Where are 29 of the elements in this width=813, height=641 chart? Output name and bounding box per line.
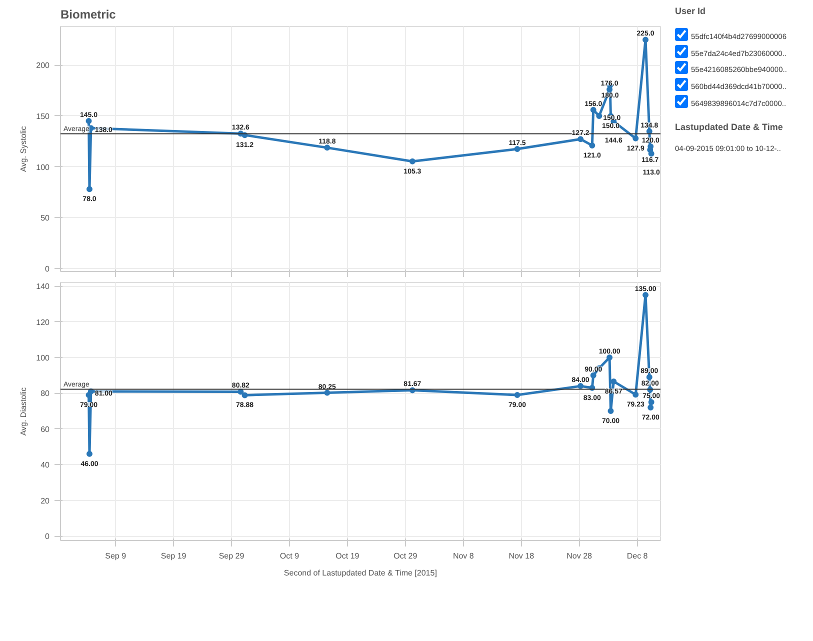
y-tick-label: 200 [36,61,50,70]
y-tick-label: 60 [40,424,50,434]
y-tick-label: 80 [40,389,50,398]
y-tick-label: 140 [36,282,50,292]
y-tick-label: 120 [36,318,50,327]
x-tick-label: Sep 19 [160,552,187,560]
text: Lastupdated Date & Time [675,122,783,132]
x-tick-label: Sep 9 [105,552,127,560]
text: User Id [675,6,706,16]
y-tick-label: 50 [40,214,50,223]
y-tick-label: 0 [45,264,50,274]
y-tick-label: 40 [40,460,50,470]
y-tick-label: 150 [36,112,50,121]
x-tick-label: Nov 8 [452,552,474,560]
x-tick-label: Nov 28 [566,552,593,560]
x-tick-label: Sep 29 [218,552,245,560]
x-tick-label: Oct 19 [336,552,360,560]
y-axis-title: Avg. Diastolic [19,387,28,436]
chart-title: Biometric [60,8,116,22]
y-tick-label: 20 [40,496,50,506]
y-tick-label: 0 [45,532,50,542]
x-tick-label: Nov 18 [508,552,535,560]
x-axis-title: Second of Lastupdated Date & Time [2015] [284,568,437,578]
x-tick-label: Oct 9 [280,552,300,560]
y-axis-title: Avg. Systolic [19,126,28,172]
y-tick-label: 100 [36,353,50,362]
x-tick-label: Oct 29 [394,552,418,560]
x-tick-label: Dec 8 [626,552,648,560]
y-tick-label: 100 [36,162,50,172]
